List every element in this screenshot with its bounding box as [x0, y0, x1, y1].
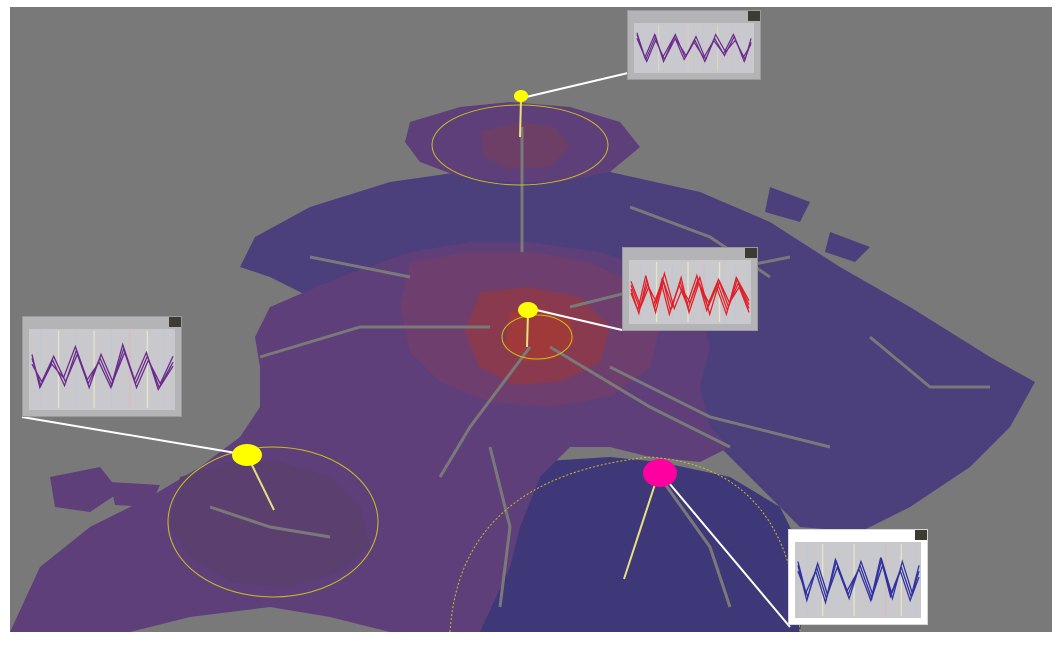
- map-viewport[interactable]: [10, 7, 1052, 632]
- close-icon[interactable]: [169, 317, 181, 327]
- close-icon[interactable]: [745, 248, 757, 258]
- center-marker[interactable]: [518, 302, 538, 318]
- fragment: [110, 482, 160, 507]
- southeast-leader-line: [663, 476, 791, 628]
- close-icon[interactable]: [915, 530, 927, 540]
- center-sparkline: [630, 261, 750, 323]
- map-canvas[interactable]: [10, 7, 1052, 632]
- north-sparkline: [636, 24, 752, 72]
- southeast-marker-stem: [623, 474, 659, 580]
- center-selection-circle: [501, 314, 573, 360]
- center-callout-plot: [629, 260, 751, 324]
- west-callout-plot: [29, 329, 175, 410]
- north-callout[interactable]: [627, 10, 761, 80]
- west-callout[interactable]: [22, 316, 182, 417]
- southeast-callout-plot: [795, 542, 921, 618]
- southeast-callout[interactable]: [788, 529, 928, 625]
- close-icon[interactable]: [748, 11, 760, 21]
- southeast-marker[interactable]: [643, 459, 677, 487]
- west-marker-stem: [247, 456, 275, 511]
- center-leader-line: [531, 308, 623, 331]
- north-callout-plot: [634, 23, 754, 73]
- north-leader-line: [525, 72, 629, 98]
- center-core: [505, 307, 575, 362]
- west-sparkline: [31, 330, 174, 409]
- north-core: [480, 122, 570, 169]
- north-marker-stem: [519, 98, 522, 138]
- fragment: [825, 232, 870, 262]
- west-leader-line: [21, 416, 243, 455]
- west-marker[interactable]: [232, 444, 262, 466]
- fragment: [765, 187, 810, 222]
- west-region: [170, 462, 370, 587]
- fragment: [50, 467, 120, 512]
- southeast-sparkline: [797, 543, 920, 617]
- center-marker-stem: [526, 312, 529, 348]
- west-selection-circle: [167, 446, 379, 598]
- center-callout[interactable]: [622, 247, 758, 331]
- north-marker[interactable]: [514, 90, 528, 102]
- southeast-selection-circle: [449, 456, 801, 632]
